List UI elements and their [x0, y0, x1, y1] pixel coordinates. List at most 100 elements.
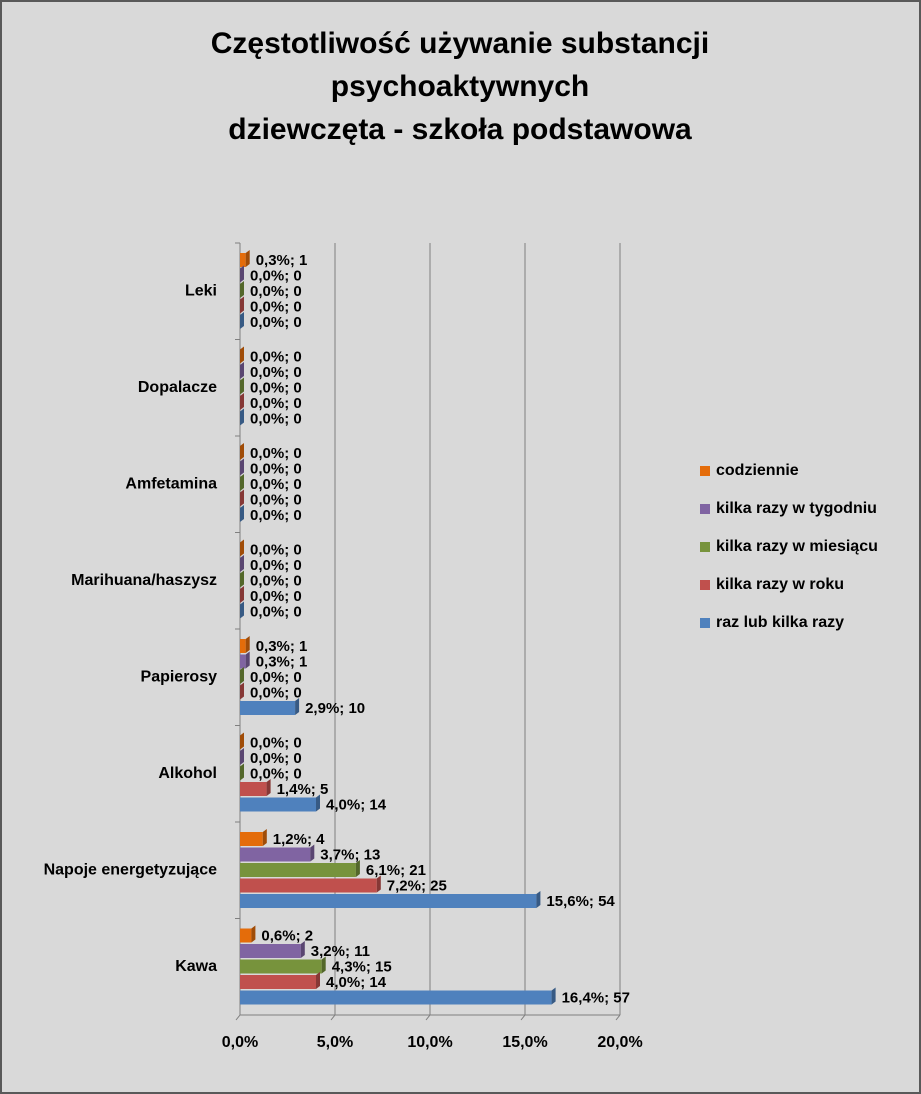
data-label: 1,2%; 4 [273, 831, 325, 848]
bar-side [321, 956, 326, 974]
bar-side [376, 875, 381, 893]
bar [240, 296, 244, 314]
bar-side [240, 377, 244, 395]
bar [240, 763, 244, 781]
data-label: 0,0%; 0 [250, 267, 302, 284]
bar-side [240, 393, 244, 410]
bar-side [355, 860, 360, 877]
bar-face [240, 878, 377, 893]
bar [240, 682, 244, 700]
bar-side [240, 346, 244, 364]
data-label: 16,4%; 57 [562, 989, 630, 1006]
bar [240, 844, 315, 862]
bar [240, 732, 244, 750]
bar [240, 265, 244, 283]
bar [240, 748, 244, 765]
bar [240, 393, 244, 410]
bar-side [245, 651, 250, 669]
data-label: 0,0%; 0 [250, 507, 302, 524]
bar [240, 474, 244, 491]
data-label: 0,0%; 0 [250, 669, 302, 686]
data-label: 0,0%; 0 [250, 765, 302, 782]
data-label: 0,0%; 0 [250, 476, 302, 493]
bar-side [300, 941, 305, 958]
bar [240, 250, 250, 267]
x-tick-label: 15,0% [502, 1034, 547, 1051]
bar-side [240, 281, 244, 298]
data-label: 0,0%; 0 [250, 364, 302, 381]
bar-side [240, 312, 244, 329]
bar-face [240, 944, 301, 958]
bar-face [240, 975, 316, 989]
data-label: 0,0%; 0 [250, 734, 302, 751]
legend-swatch [700, 504, 710, 514]
bar-side [316, 794, 320, 812]
tick-mark [235, 1014, 241, 1021]
data-label: 3,7%; 13 [320, 846, 380, 863]
bar-side [240, 489, 244, 507]
bar-side [251, 925, 256, 943]
bar-face [240, 894, 537, 908]
x-tick-label: 10,0% [407, 1034, 452, 1051]
bar [240, 972, 320, 989]
bar-side [240, 296, 244, 314]
data-label: 0,0%; 0 [250, 283, 302, 300]
data-label: 0,0%; 0 [250, 410, 302, 427]
x-tick-label: 5,0% [317, 1034, 353, 1051]
data-label: 0,0%; 0 [250, 395, 302, 412]
data-label: 0,3%; 1 [256, 252, 308, 269]
data-label: 3,2%; 11 [311, 943, 370, 960]
bar [240, 570, 244, 588]
tick-mark [330, 1014, 336, 1021]
data-label: 0,0%; 0 [250, 588, 302, 605]
chart-title: psychoaktywnych [331, 70, 589, 103]
bar-side [240, 443, 244, 460]
chart-title: Częstotliwość używanie substancji [211, 27, 709, 60]
bar [240, 698, 300, 715]
bar-side [240, 265, 244, 283]
bar-side [310, 844, 315, 862]
bar [240, 539, 244, 557]
data-label: 6,1%; 21 [366, 862, 426, 879]
bar [240, 505, 244, 522]
data-label: 4,3%; 15 [332, 958, 392, 975]
legend-swatch [700, 580, 710, 590]
data-label: 0,0%; 0 [250, 541, 302, 558]
data-label: 0,0%; 0 [250, 460, 302, 477]
bar-side [536, 891, 541, 908]
legend-label: codziennie [716, 462, 799, 479]
bar-side [551, 987, 556, 1005]
x-tick-label: 20,0% [597, 1034, 642, 1051]
legend-label: kilka razy w miesiącu [716, 538, 878, 555]
y-tick-label: Amfetamina [125, 475, 217, 492]
bar [240, 346, 244, 364]
legend-swatch [700, 542, 710, 552]
bar [240, 651, 250, 669]
bar [240, 794, 320, 812]
data-label: 0,0%; 0 [250, 314, 302, 331]
data-label: 0,6%; 2 [261, 927, 313, 944]
bar [240, 601, 244, 619]
bar [240, 860, 360, 877]
bar-side [240, 667, 244, 684]
bar-face [240, 701, 296, 715]
bar [240, 875, 381, 893]
y-tick-label: Alkohol [158, 765, 217, 782]
data-label: 0,0%; 0 [250, 750, 302, 767]
y-tick-label: Kawa [175, 958, 217, 975]
tick-mark [425, 1014, 431, 1021]
legend-swatch [700, 466, 710, 476]
bar-side [245, 250, 250, 267]
y-tick-label: Leki [185, 282, 217, 299]
bar-side [240, 748, 244, 765]
y-tick-label: Marihuana/haszysz [71, 572, 217, 589]
bar-side [316, 972, 320, 989]
bar [240, 925, 256, 943]
bar [240, 779, 271, 796]
data-label: 15,6%; 54 [546, 893, 615, 910]
bar [240, 443, 244, 460]
bar-side [240, 474, 244, 491]
bar-side [240, 458, 244, 476]
